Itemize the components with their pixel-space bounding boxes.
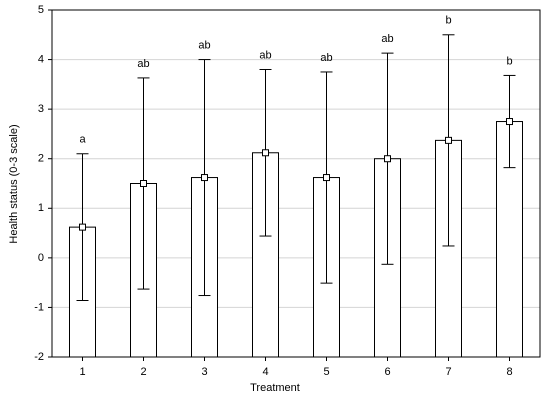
significance-label: ab	[381, 33, 393, 45]
x-tick-label: 4	[262, 366, 268, 378]
y-tick-label: 1	[38, 202, 44, 214]
x-tick-label: 3	[201, 366, 207, 378]
y-tick-label: 2	[38, 153, 44, 165]
significance-label: a	[79, 134, 86, 146]
significance-label: b	[445, 15, 451, 27]
mean-marker	[140, 180, 147, 187]
y-tick-label: 3	[38, 103, 44, 115]
y-tick-label: 0	[38, 252, 44, 264]
significance-label: ab	[198, 39, 210, 51]
x-tick-label: 6	[384, 366, 390, 378]
mean-marker	[201, 174, 208, 182]
mean-marker	[384, 155, 391, 163]
x-tick-label: 1	[79, 366, 85, 378]
y-tick-label: -1	[34, 301, 44, 313]
y-axis-label: Health status (0-3 scale)	[8, 124, 20, 243]
x-tick-label: 7	[445, 366, 451, 378]
significance-label: b	[506, 55, 512, 67]
mean-marker	[79, 223, 86, 231]
mean-marker	[506, 118, 513, 126]
x-axis-label: Treatment	[250, 382, 300, 394]
mean-marker	[323, 174, 330, 182]
plot-frame	[51, 9, 541, 358]
significance-label: ab	[137, 58, 149, 70]
significance-label: ab	[259, 49, 271, 61]
significance-label: ab	[320, 52, 332, 64]
y-tick-label: 4	[38, 53, 44, 65]
x-tick-label: 2	[140, 366, 146, 378]
mean-marker	[262, 149, 269, 157]
x-tick-label: 5	[323, 366, 329, 378]
mean-marker	[445, 136, 452, 144]
x-tick-label: 8	[506, 366, 512, 378]
y-tick-label: -2	[34, 351, 44, 363]
y-tick-label: 5	[38, 4, 44, 16]
